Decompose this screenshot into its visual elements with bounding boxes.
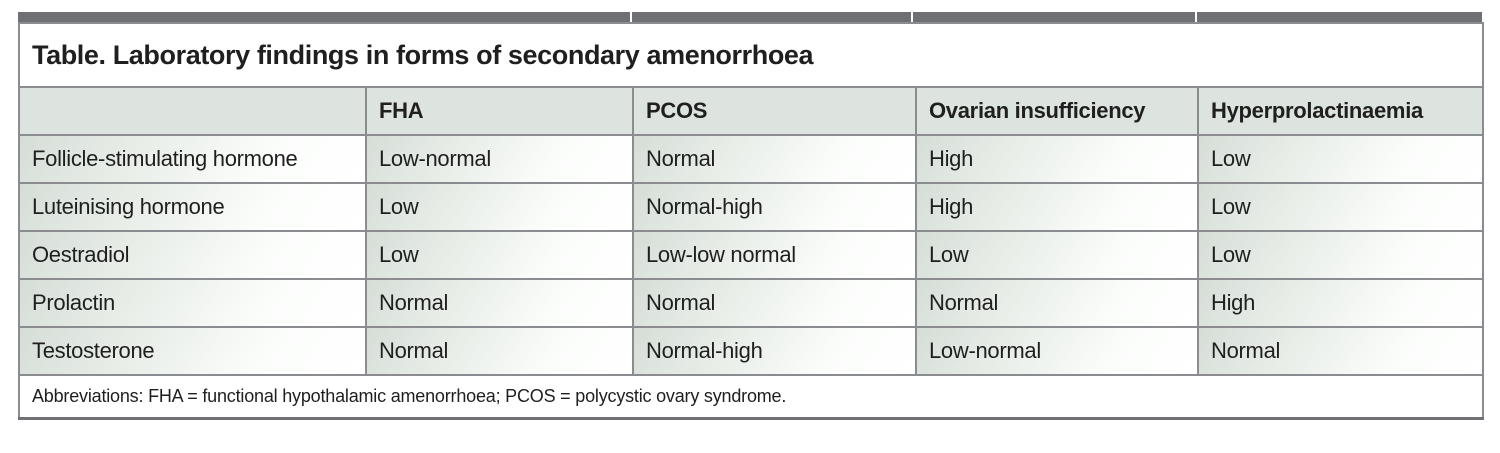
- table-row: Luteinising hormone Low Normal-high High Low: [18, 182, 1484, 232]
- top-bar-segment: [913, 12, 1195, 22]
- top-bar-segment: [18, 12, 630, 22]
- row-label: Oestradiol: [18, 230, 367, 280]
- top-bar-segment: [1197, 12, 1482, 22]
- table-row: Testosterone Normal Normal-high Low-normal N…: [18, 326, 1484, 376]
- table-body: Follicle-stimulating hormone Low-normal No…: [18, 134, 1484, 376]
- row-label: Follicle-stimulating hormone: [18, 134, 367, 184]
- column-header-pcos: PCOS: [632, 86, 917, 136]
- table-cell: High: [1197, 278, 1484, 328]
- table-cell: Low: [1197, 134, 1484, 184]
- column-header-blank: [18, 86, 367, 136]
- table-cell: High: [915, 134, 1199, 184]
- column-header-hyperprolactinaemia: Hyperprolactinaemia: [1197, 86, 1484, 136]
- laboratory-findings-table: Table. Laboratory findings in forms of s…: [18, 22, 1484, 420]
- table-cell: Normal: [632, 278, 917, 328]
- top-accent-bar: [18, 12, 1482, 22]
- table-cell: Low: [365, 230, 634, 280]
- table-row: Prolactin Normal Normal Normal High: [18, 278, 1484, 328]
- table-cell: Normal: [365, 278, 634, 328]
- table-cell: Normal: [915, 278, 1199, 328]
- table-cell: Normal: [365, 326, 634, 376]
- table-title-row: Table. Laboratory findings in forms of s…: [18, 22, 1484, 88]
- table-row: Oestradiol Low Low-low normal Low Low: [18, 230, 1484, 280]
- table-footnote-row: Abbreviations: FHA = functional hypothal…: [18, 374, 1484, 420]
- row-label: Luteinising hormone: [18, 182, 367, 232]
- table-cell: High: [915, 182, 1199, 232]
- table-cell: Low-low normal: [632, 230, 917, 280]
- table-footnote: Abbreviations: FHA = functional hypothal…: [18, 374, 1484, 420]
- table-cell: Normal-high: [632, 182, 917, 232]
- table-cell: Normal-high: [632, 326, 917, 376]
- table-cell: Low: [365, 182, 634, 232]
- table-cell: Low-normal: [365, 134, 634, 184]
- top-bar-segment: [632, 12, 911, 22]
- row-label: Prolactin: [18, 278, 367, 328]
- table-cell: Low: [1197, 230, 1484, 280]
- table-cell: Low-normal: [915, 326, 1199, 376]
- row-label: Testosterone: [18, 326, 367, 376]
- table-cell: Low: [1197, 182, 1484, 232]
- table-cell: Low: [915, 230, 1199, 280]
- column-header-fha: FHA: [365, 86, 634, 136]
- table-header-row: FHA PCOS Ovarian insufficiency Hyperprol…: [18, 86, 1484, 136]
- table-cell: Normal: [632, 134, 917, 184]
- column-header-ovarian-insufficiency: Ovarian insufficiency: [915, 86, 1199, 136]
- table-cell: Normal: [1197, 326, 1484, 376]
- table-title: Table. Laboratory findings in forms of s…: [18, 22, 1484, 88]
- table-row: Follicle-stimulating hormone Low-normal No…: [18, 134, 1484, 184]
